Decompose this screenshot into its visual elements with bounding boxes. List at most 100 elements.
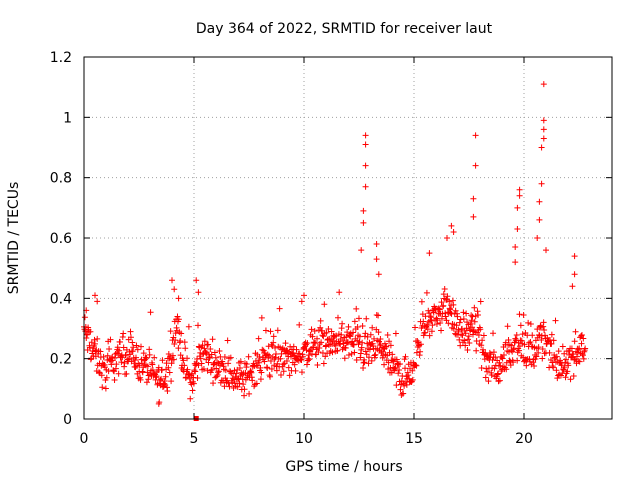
- data-point: [422, 313, 429, 320]
- data-point: [165, 364, 172, 371]
- data-point-outlier: [540, 126, 547, 133]
- data-point: [213, 365, 220, 372]
- data-point: [100, 353, 107, 360]
- data-point-outlier: [426, 250, 433, 257]
- data-point: [422, 329, 429, 336]
- data-point: [144, 363, 151, 370]
- data-point: [488, 372, 495, 379]
- data-point-outlier: [373, 241, 380, 248]
- data-point: [133, 342, 140, 349]
- data-point: [409, 367, 416, 374]
- data-point: [471, 318, 478, 325]
- data-point-outlier: [514, 204, 521, 211]
- chart-title: Day 364 of 2022, SRMTID for receiver lau…: [196, 21, 493, 37]
- data-point: [211, 359, 218, 366]
- data-point-outlier: [512, 259, 519, 266]
- y-tick-label: 0.8: [50, 171, 72, 187]
- data-point: [369, 324, 376, 331]
- data-point-outlier: [512, 244, 519, 251]
- data-point: [314, 335, 321, 342]
- data-point-outlier: [470, 213, 477, 220]
- data-point: [402, 365, 409, 372]
- data-point: [140, 350, 147, 357]
- data-point: [550, 364, 557, 371]
- data-point: [325, 326, 332, 333]
- data-point: [519, 331, 526, 338]
- data-point: [579, 352, 586, 359]
- data-point: [462, 342, 469, 349]
- data-point: [303, 361, 310, 368]
- data-point: [185, 323, 192, 330]
- data-point: [268, 366, 275, 373]
- data-point: [436, 306, 443, 313]
- data-point: [94, 335, 101, 342]
- data-point: [503, 366, 510, 373]
- data-point: [351, 318, 358, 325]
- data-point: [546, 349, 553, 356]
- data-point: [211, 349, 218, 356]
- data-point: [571, 338, 578, 345]
- data-point: [132, 364, 139, 371]
- data-point: [576, 358, 583, 365]
- data-point: [317, 324, 324, 331]
- data-point: [141, 361, 148, 368]
- data-point: [150, 370, 157, 377]
- data-point: [256, 359, 263, 366]
- data-point-outlier: [543, 247, 549, 254]
- data-point: [438, 327, 445, 334]
- data-point: [386, 338, 393, 345]
- data-point: [496, 377, 503, 384]
- data-point: [318, 339, 325, 346]
- data-point: [143, 354, 150, 361]
- data-point: [234, 383, 241, 390]
- data-point: [167, 328, 174, 335]
- data-point: [323, 342, 330, 349]
- data-point: [177, 337, 184, 344]
- data-point: [334, 347, 341, 354]
- data-point: [459, 332, 466, 339]
- data-point: [344, 329, 351, 336]
- data-point: [526, 358, 533, 365]
- data-point-outlier: [514, 225, 521, 232]
- data-point: [243, 361, 250, 368]
- data-point: [192, 368, 199, 375]
- data-point: [463, 310, 470, 317]
- data-point: [397, 381, 404, 388]
- data-point: [430, 309, 437, 316]
- data-point: [420, 318, 427, 325]
- data-point: [571, 356, 578, 363]
- x-tick-label: 20: [515, 431, 533, 447]
- data-point: [392, 330, 399, 337]
- data-point: [321, 301, 328, 308]
- data-point: [323, 329, 330, 336]
- data-point: [445, 320, 452, 327]
- data-point: [350, 329, 357, 336]
- data-point: [169, 352, 176, 359]
- data-point: [175, 345, 182, 352]
- data-point: [405, 372, 412, 379]
- data-point: [434, 317, 441, 324]
- data-point: [355, 315, 362, 322]
- data-point: [361, 359, 368, 366]
- data-point: [535, 349, 542, 356]
- data-point: [548, 340, 555, 347]
- data-point: [567, 376, 574, 383]
- data-point: [521, 341, 528, 348]
- data-point: [224, 337, 231, 344]
- data-point: [409, 376, 416, 383]
- data-point: [428, 328, 435, 335]
- data-point: [209, 366, 216, 373]
- data-point: [345, 351, 352, 358]
- data-point: [477, 298, 484, 305]
- data-point: [395, 370, 402, 377]
- data-point: [204, 367, 211, 374]
- data-point: [507, 362, 514, 369]
- data-point-outlier: [571, 271, 578, 278]
- x-tick-label: 5: [190, 431, 199, 447]
- data-point: [280, 361, 287, 368]
- data-point-outlier: [536, 198, 543, 205]
- data-point: [367, 331, 374, 338]
- data-point: [359, 339, 366, 346]
- data-point: [117, 353, 124, 360]
- data-point: [127, 351, 134, 358]
